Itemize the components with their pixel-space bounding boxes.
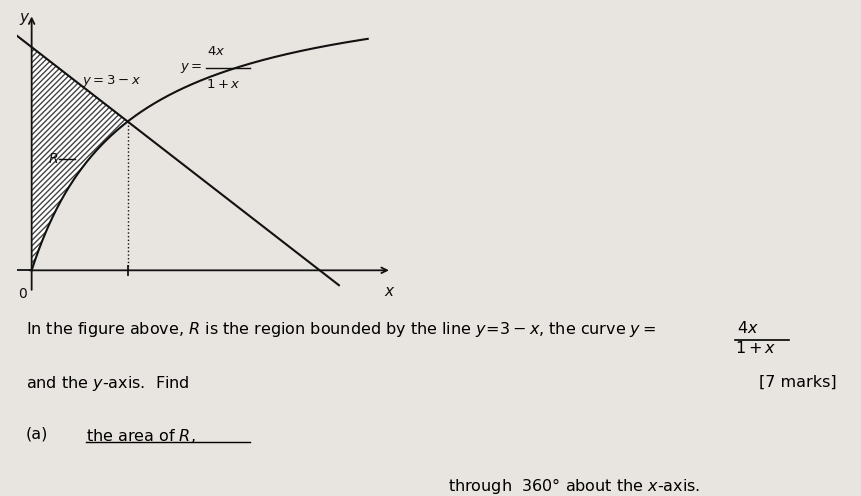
Text: x: x (384, 284, 393, 299)
Text: [7 marks]: [7 marks] (758, 374, 835, 389)
Text: $4x$: $4x$ (736, 320, 758, 336)
Point (81, 439, 91, 445)
Text: and the $y$-axis.  Find: and the $y$-axis. Find (26, 374, 189, 393)
Text: (a): (a) (26, 427, 48, 441)
Text: $y=$: $y=$ (180, 61, 202, 75)
Text: y: y (20, 10, 28, 25)
Point (783, 337, 793, 343)
Text: through  360° about the $x$-axis.: through 360° about the $x$-axis. (448, 476, 700, 496)
Text: $1+x$: $1+x$ (206, 78, 241, 91)
Text: $y=3-x$: $y=3-x$ (82, 72, 140, 89)
Text: $4x$: $4x$ (208, 45, 226, 58)
Text: the area of $R$,: the area of $R$, (86, 427, 195, 444)
Text: 0: 0 (17, 287, 27, 301)
Text: $1+x$: $1+x$ (734, 340, 776, 356)
Point (729, 337, 740, 343)
Text: In the figure above, $R$ is the region bounded by the line $y \!=\! 3-x$, the cu: In the figure above, $R$ is the region b… (26, 320, 655, 339)
Point (245, 439, 255, 445)
Text: $R$: $R$ (47, 152, 58, 166)
